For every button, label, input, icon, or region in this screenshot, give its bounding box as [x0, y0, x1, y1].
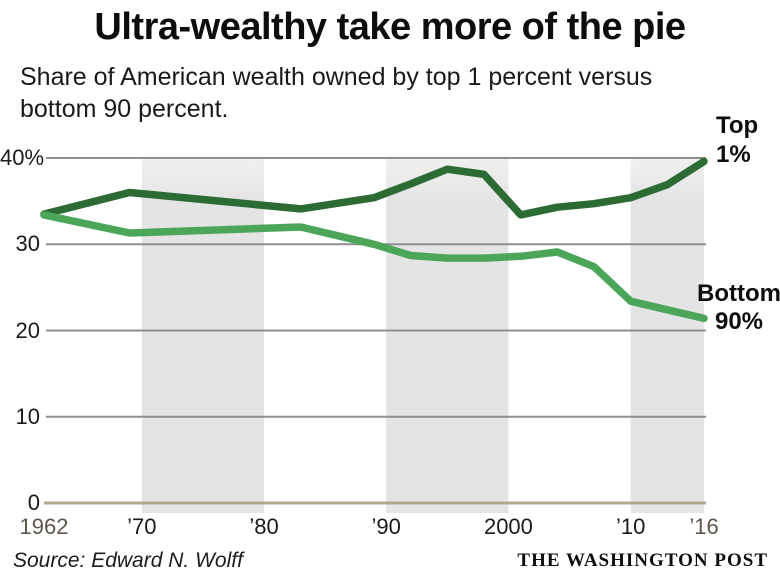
x-tick-label: 2000 [483, 514, 533, 539]
x-tick-label: 1962 [19, 514, 69, 539]
decade-band [386, 158, 509, 513]
chart-subtitle-line1: Share of American wealth owned by top 1 … [20, 63, 653, 91]
y-tick-label: 40% [0, 145, 45, 170]
x-tick-label: ’70 [127, 514, 157, 539]
series-lines [40, 157, 708, 323]
x-tick-label: ’80 [249, 514, 279, 539]
chart-title: Ultra-wealthy take more of the pie [94, 6, 686, 48]
decade-shading-bands [141, 158, 704, 513]
series-line-top-1-percent [40, 157, 708, 219]
series-label-bottom-90-percent-line2: 90% [714, 308, 764, 335]
series-label-top-1-percent-line1: Top [716, 112, 759, 139]
chart-subtitle: Share of American wealth owned by top 1 … [20, 61, 720, 125]
y-tick-label: 10 [15, 403, 40, 429]
y-tick-label: 20 [15, 317, 40, 343]
series-label-bottom-90-percent-line1: Bottom [697, 280, 780, 307]
series-label-bottom-90-percent: Bottom 90% [697, 280, 780, 336]
decade-band [141, 158, 264, 513]
x-tick-label: ’10 [615, 514, 646, 539]
washington-post-logotype: THE WASHINGTON POST [517, 550, 768, 571]
decade-band [630, 158, 704, 513]
x-tick-label: ’16 [689, 514, 719, 539]
source-note: Source: Edward N. Wolff [13, 549, 243, 572]
y-tick-label: 30 [15, 231, 40, 257]
series-line-bottom-90-percent [40, 211, 708, 323]
x-tick-label: ’90 [371, 514, 401, 539]
series-label-top-1-percent-line2: 1% [716, 141, 751, 168]
series-label-top-1-percent: Top 1% [716, 111, 758, 169]
y-tick-label: 0 [27, 490, 40, 515]
chart-subtitle-line2: bottom 90 percent. [20, 95, 229, 123]
